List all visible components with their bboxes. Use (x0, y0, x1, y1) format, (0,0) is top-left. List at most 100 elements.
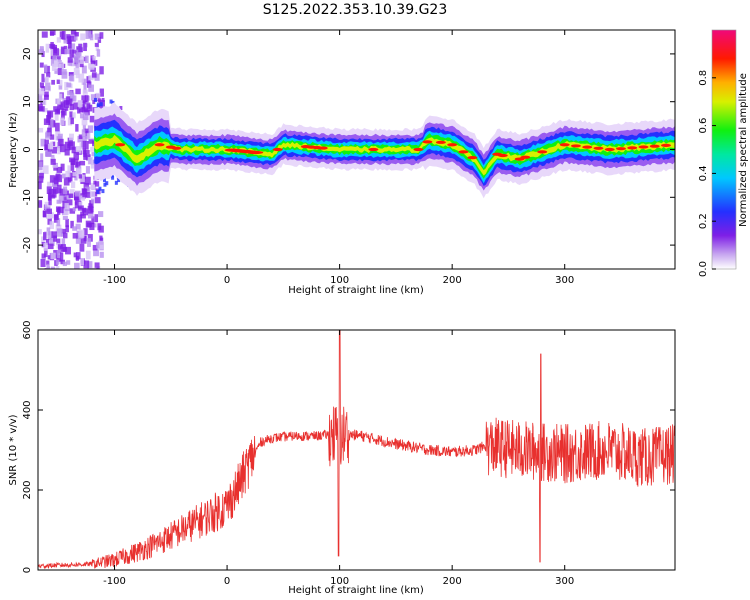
spectrogram-noise-cell (105, 181, 109, 186)
spectrogram-noise-cell (94, 33, 101, 40)
spectrogram-noise-cell (38, 176, 44, 183)
colorbar-tick-label: 0.6 (698, 118, 709, 134)
spectrogram-noise-cell (46, 227, 51, 236)
spectrogram-noise-cell (80, 33, 86, 41)
spectrogram-noise-cell (60, 259, 65, 265)
spectrogram-peak (497, 153, 508, 158)
spectrogram-peak (593, 146, 604, 150)
spectrogram-noise-cell (63, 38, 68, 44)
spectrogram-noise-cell (51, 146, 58, 154)
spectrogram-noise-cell (67, 60, 73, 66)
spectrogram-noise-cell (102, 177, 106, 182)
spectrogram-noise-cell (56, 218, 61, 227)
spectrogram-noise-cell (50, 212, 54, 219)
spectrogram-noise-cell (40, 138, 46, 147)
spectrogram-peak (660, 143, 671, 147)
spectrogram-noise-cell (61, 232, 65, 237)
spectrogram-noise-cell (85, 166, 90, 174)
spectrogram-noise-cell (94, 73, 100, 81)
spectrogram-noise-cell (88, 75, 94, 81)
spectrogram-noise-cell (62, 232, 68, 239)
spectrogram-noise-cell (56, 142, 62, 151)
spectrogram-noise-cell (66, 260, 71, 265)
spectrogram-peak (627, 146, 638, 150)
spectrogram-peak (570, 144, 581, 148)
spectrogram-x-tick-label: 100 (330, 275, 349, 286)
spectrogram-noise-cell (68, 172, 73, 182)
spectrogram-noise-cell (69, 111, 73, 120)
spectrogram-noise-cell (91, 216, 95, 225)
spectrogram-noise-cell (81, 65, 87, 74)
spectrogram-noise-cell (98, 225, 104, 233)
spectrogram-noise-cell (75, 223, 81, 230)
spectrogram-noise-cell (74, 32, 79, 37)
spectrogram-noise-cell (53, 250, 59, 259)
spectrogram-noise-cell (43, 242, 48, 251)
spectrogram-noise-cell (97, 98, 101, 103)
spectrogram-noise-cell (49, 134, 55, 140)
spectrogram-noise-cell (44, 91, 49, 98)
spectrogram-y-tick-label: 10 (22, 95, 33, 108)
spectrogram-noise-cell (85, 140, 89, 150)
spectrogram-noise-cell (99, 102, 103, 107)
spectrogram-noise-cell (62, 215, 68, 220)
spectrogram-y-tick-label: 0 (22, 146, 33, 152)
spectrogram-noise-cell (69, 103, 74, 111)
spectrogram-noise-cell (77, 205, 84, 211)
spectrogram-noise-cell (83, 235, 87, 242)
spectrogram-noise-cell (45, 43, 50, 53)
spectrogram-noise-cell (47, 231, 53, 241)
spectrogram-noise-cell (98, 186, 102, 191)
spectrogram-noise-cell (69, 208, 76, 214)
spectrogram-noise-cell (103, 182, 107, 187)
spectrogram-noise-cell (58, 194, 65, 203)
spectrogram-noise-cell (50, 57, 54, 66)
spectrogram-noise-cell (41, 253, 46, 259)
spectrogram-noise-cell (70, 158, 76, 166)
spectrogram-noise-cell (57, 49, 62, 57)
snr-y-tick-label: 0 (22, 567, 33, 573)
spectrogram-noise-cell (41, 236, 45, 244)
spectrogram-noise-cell (101, 97, 105, 102)
spectrogram-noise-cell (60, 252, 64, 262)
spectrogram-noise-cell (60, 46, 65, 55)
spectrogram-noise-cell (94, 197, 101, 204)
spectrogram-noise-cell (90, 94, 97, 101)
spectrogram-noise-cell (80, 211, 85, 216)
spectrogram-noise-cell (81, 116, 88, 126)
spectrogram-noise-cell (56, 249, 61, 258)
spectrogram-noise-cell (53, 48, 60, 56)
spectrogram-noise-cell (57, 184, 62, 194)
spectrogram-noise-cell (51, 79, 55, 85)
spectrogram-noise-cell (45, 132, 51, 139)
colorbar-tick-label: 0.8 (698, 70, 709, 86)
spectrogram-noise-cell (81, 188, 87, 194)
spectrogram-noise-cell (82, 208, 89, 216)
spectrogram-y-tick-label: -10 (22, 189, 33, 205)
spectrogram-noise-cell (75, 88, 81, 95)
spectrogram-noise-cell (39, 46, 44, 51)
spectrogram-noise-cell (56, 37, 61, 43)
spectrogram-noise-cell (93, 180, 97, 185)
spectrogram-noise-cell (65, 218, 69, 228)
colorbar-tick-label: 0.4 (698, 165, 709, 181)
snr-y-ticks: 0 200 400 600 (22, 320, 675, 573)
spectrogram-noise-cell (44, 248, 48, 258)
spectrogram-peak (247, 150, 264, 155)
spectrogram-noise-cell (60, 268, 64, 269)
spectrogram-noise-cell (41, 73, 45, 83)
spectrogram-noise-cell (49, 221, 54, 230)
spectrogram-noise-cell (56, 265, 60, 269)
spectrogram-noise-cell (74, 197, 81, 205)
spectrogram-noise-cell (93, 60, 98, 66)
spectrogram-noise-cell (90, 164, 97, 169)
spectrogram-noise-cell (75, 59, 79, 69)
spectrogram-noise-cell (65, 100, 70, 106)
spectrogram-noise-cell (62, 246, 67, 252)
spectrogram-noise-cell (47, 255, 52, 260)
spectrogram-noise-cell (81, 129, 86, 137)
spectrogram-noise-cell (47, 192, 52, 201)
spectrogram-noise-cell (39, 82, 44, 88)
spectrogram-noise-cell (59, 144, 66, 153)
spectrogram-noise-cell (75, 52, 81, 58)
